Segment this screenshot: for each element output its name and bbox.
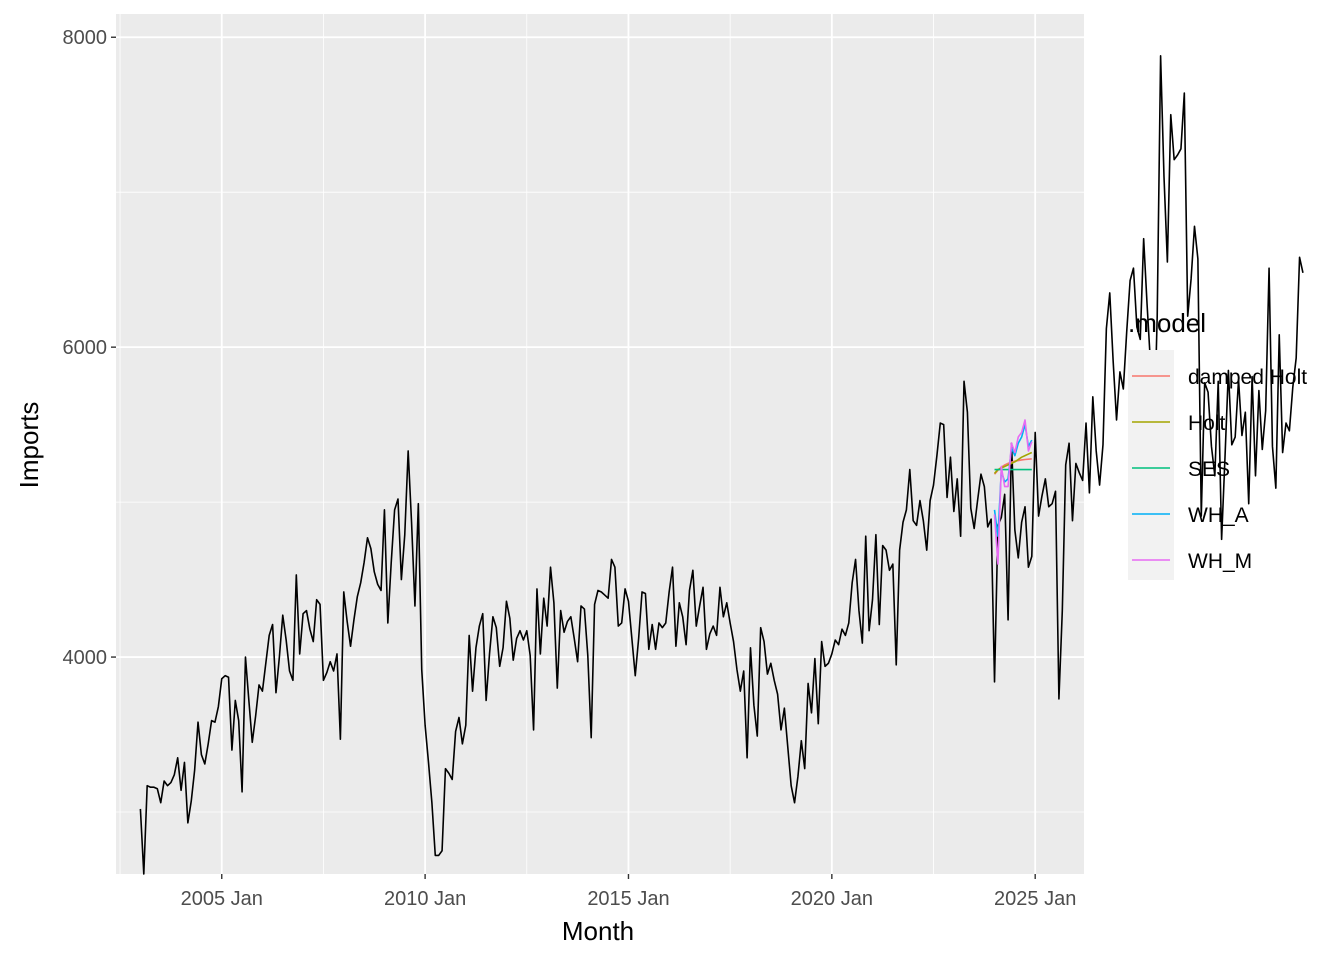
- legend-label-damped-holt: damped Holt: [1188, 366, 1307, 389]
- y-tick-label: 6000: [63, 337, 108, 359]
- x-tick-label: 2010 Jan: [384, 888, 466, 910]
- x-tick-label: 2005 Jan: [181, 888, 263, 910]
- y-axis-title: Imports: [14, 402, 44, 489]
- panel-background: [116, 14, 1084, 874]
- forecast-line-wh-m: [993, 419, 1033, 565]
- x-tick-label: 2020 Jan: [791, 888, 873, 910]
- x-axis-title: Month: [562, 916, 634, 946]
- legend: .model damped Holt Holt SES WH_A WH_M: [1128, 308, 1307, 580]
- series-lines: [139, 55, 1304, 875]
- legend-title: .model: [1128, 308, 1206, 338]
- legend-key-background: [1128, 350, 1174, 580]
- legend-label-holt: Holt: [1188, 412, 1226, 435]
- legend-label-wh-a: WH_A: [1188, 504, 1249, 527]
- y-tick-label: 4000: [63, 647, 108, 669]
- x-tick-label: 2025 Jan: [994, 888, 1076, 910]
- legend-label-ses: SES: [1188, 458, 1230, 481]
- x-tick-label: 2015 Jan: [587, 888, 669, 910]
- legend-label-wh-m: WH_M: [1188, 550, 1252, 573]
- minor-gridlines: [116, 14, 1084, 874]
- axes: 2005 Jan 2010 Jan 2015 Jan 2020 Jan 2025 Jan…: [63, 27, 1077, 910]
- y-tick-label: 8000: [63, 27, 108, 49]
- actual-imports-line: [139, 55, 1304, 875]
